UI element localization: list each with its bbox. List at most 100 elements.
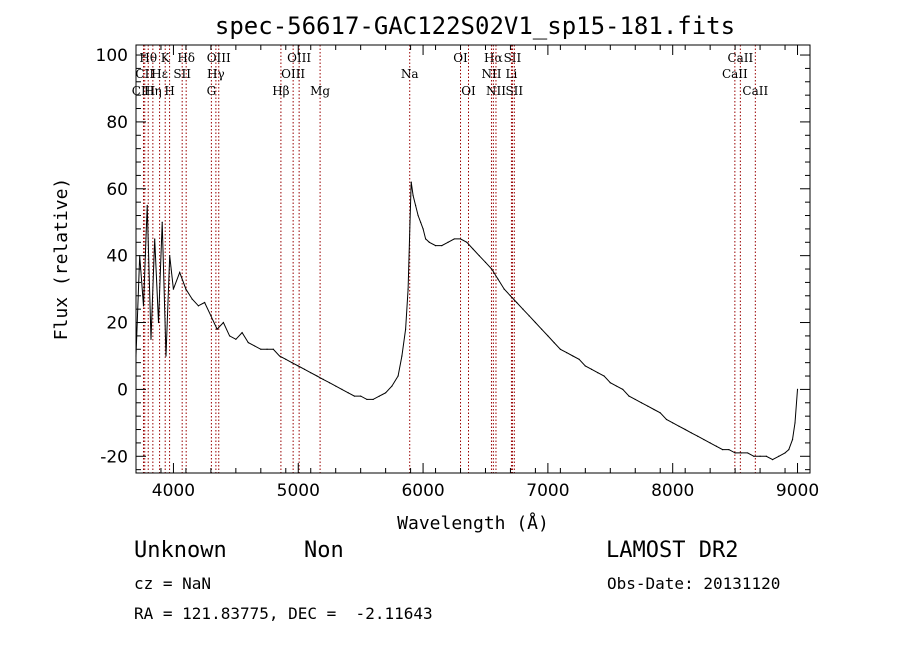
spectral-line-label: Hε	[151, 67, 168, 81]
data-point	[584, 365, 586, 367]
data-point	[559, 348, 561, 350]
data-point	[422, 228, 424, 230]
data-point	[419, 221, 422, 223]
data-point	[401, 355, 403, 357]
y-tick-label: -20	[100, 447, 128, 467]
spectral-line-label: SII	[504, 51, 522, 65]
spectral-line-label: CaII	[722, 67, 748, 81]
data-point	[734, 452, 736, 454]
data-point	[634, 398, 636, 401]
data-point	[397, 375, 399, 377]
data-point	[285, 358, 287, 360]
data-point	[709, 442, 711, 444]
data-point	[172, 288, 175, 290]
spectral-line-label: OI	[453, 51, 468, 65]
data-point	[278, 355, 281, 357]
data-point	[204, 301, 206, 304]
data-point	[161, 221, 163, 223]
data-point	[784, 452, 786, 454]
data-point	[547, 335, 549, 337]
spectral-line-label: CaII	[742, 84, 768, 98]
data-point	[428, 241, 430, 243]
data-point	[653, 408, 655, 411]
spectral-line-label: NII	[486, 84, 506, 98]
y-tick-label: 0	[117, 380, 128, 400]
data-point	[150, 338, 152, 340]
spectral-line-label: Hα	[484, 51, 503, 65]
spectral-line-label: NII	[481, 67, 501, 81]
data-point	[146, 204, 148, 207]
data-point	[410, 181, 412, 183]
data-point	[241, 331, 243, 334]
data-point	[765, 455, 767, 457]
data-point	[484, 261, 487, 263]
data-point	[516, 301, 518, 304]
data-point	[534, 321, 537, 324]
data-point	[453, 238, 455, 240]
y-tick-label: 100	[96, 46, 128, 66]
data-point	[291, 362, 293, 364]
data-point	[165, 355, 167, 357]
data-point	[628, 395, 630, 397]
data-point	[310, 372, 312, 374]
data-point	[553, 341, 555, 344]
data-point	[590, 368, 593, 370]
data-point	[771, 459, 774, 461]
data-point	[503, 288, 505, 290]
data-point	[697, 435, 699, 437]
data-point	[796, 388, 799, 391]
spectral-line-label: SII	[505, 84, 523, 98]
data-point	[794, 422, 796, 424]
spectral-line-label: Li	[506, 67, 518, 81]
spectral-line-label: SII	[173, 67, 191, 81]
data-point	[778, 455, 780, 457]
spectral-line-label: Hη	[144, 84, 162, 98]
spectral-line-label: Hγ	[207, 67, 225, 81]
data-point	[169, 255, 171, 257]
data-point	[335, 385, 337, 387]
spectral-line-label: Na	[401, 67, 419, 81]
data-point	[303, 368, 306, 370]
data-point	[672, 422, 674, 424]
data-point	[272, 348, 274, 350]
data-point	[341, 388, 343, 391]
data-point	[297, 365, 299, 367]
spectral-line-label: Mg	[310, 84, 330, 98]
data-point	[459, 238, 462, 240]
y-tick-label: 80	[106, 113, 128, 133]
data-point	[740, 452, 742, 454]
data-point	[665, 418, 668, 421]
data-point	[528, 315, 530, 317]
spectral-line-label: OIII	[207, 51, 231, 65]
data-point	[328, 382, 331, 384]
data-point	[191, 298, 193, 300]
data-point	[497, 278, 499, 280]
x-tick-label: 7000	[526, 481, 569, 501]
data-point	[509, 295, 512, 297]
data-point	[640, 402, 643, 404]
coordinates-readout: RA = 121.83775, DEC = -2.11643	[134, 604, 433, 623]
data-point	[690, 432, 693, 434]
spectral-line-label: OIII	[281, 67, 305, 81]
data-point	[142, 305, 145, 307]
data-point	[566, 352, 568, 354]
data-point	[522, 308, 524, 310]
spectral-line-label: OI	[461, 84, 476, 98]
data-point	[647, 405, 649, 407]
data-point	[316, 375, 318, 377]
data-point	[222, 321, 224, 324]
data-point	[417, 214, 419, 217]
data-point	[412, 194, 414, 197]
data-point	[788, 448, 790, 451]
x-tick-label: 4000	[152, 481, 195, 501]
spectral-line-label: Hβ	[272, 84, 289, 98]
class-label: Unknown	[134, 538, 227, 563]
data-point	[746, 452, 749, 454]
data-point	[434, 245, 437, 247]
data-point	[622, 388, 624, 391]
data-point	[197, 305, 200, 307]
data-point	[753, 455, 755, 457]
data-point	[578, 358, 580, 360]
